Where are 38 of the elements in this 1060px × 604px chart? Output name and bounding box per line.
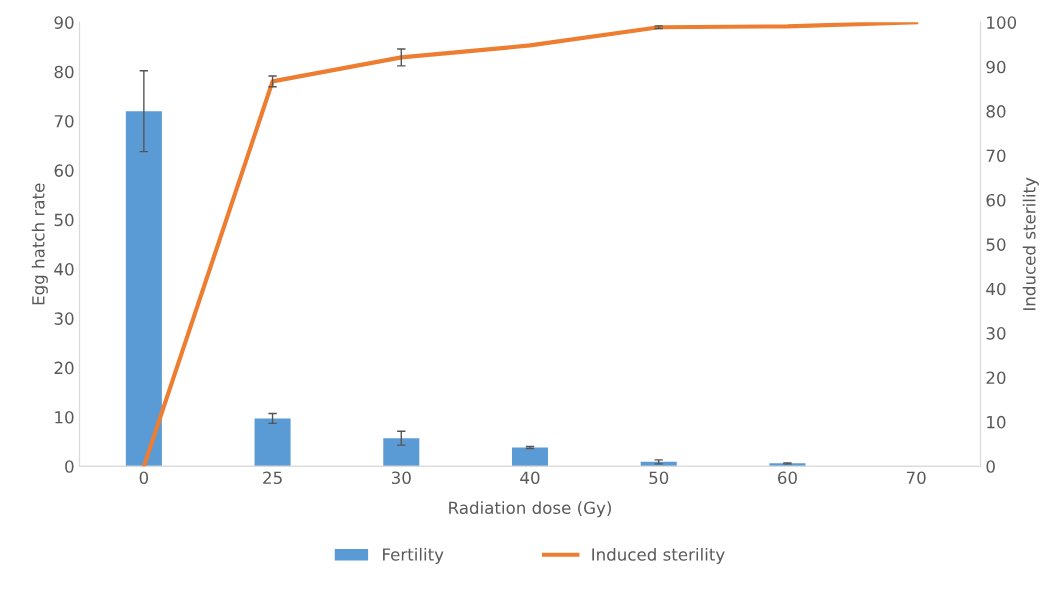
y2-tick-label: 50 xyxy=(986,238,1006,251)
y-tick-label: 40 xyxy=(54,262,74,276)
y-tick-label: 80 xyxy=(54,65,74,79)
y2-tick-label: 70 xyxy=(986,149,1006,163)
x-tick-label: 30 xyxy=(391,471,411,485)
y-tick-label: 50 xyxy=(54,213,74,227)
y-tick-label: 30 xyxy=(54,312,74,325)
y-tick-label: 20 xyxy=(54,361,74,375)
bar xyxy=(511,447,549,467)
y2-tick-label: 10 xyxy=(987,415,1006,429)
y2-tick-label: 20 xyxy=(986,371,1006,385)
y2-tick-label: 90 xyxy=(986,60,1006,74)
legend-label: Induced sterility xyxy=(592,547,725,565)
y2-tick-label: 100 xyxy=(987,16,1017,29)
y2-tick-label: 0 xyxy=(986,460,995,473)
x-tick-label: 50 xyxy=(649,471,669,485)
y-tick-label: 60 xyxy=(54,164,74,177)
y-axis-title: Egg hatch rate xyxy=(31,183,48,305)
x-tick-label: 40 xyxy=(520,471,540,485)
bar xyxy=(254,418,291,467)
y2-tick-label: 40 xyxy=(986,282,1006,296)
y2-tick-label: 60 xyxy=(986,193,1006,207)
y2-tick-label: 80 xyxy=(986,105,1006,118)
x-tick-label: 70 xyxy=(906,471,926,485)
line-series xyxy=(141,22,919,467)
y2-axis-title: Induced sterility xyxy=(1022,177,1039,310)
y-tick-label: 0 xyxy=(65,460,74,473)
bar xyxy=(383,438,420,467)
bar xyxy=(125,111,162,467)
x-tick-label: 0 xyxy=(139,471,149,485)
x-tick-label: 60 xyxy=(777,471,797,485)
x-tick-label: 25 xyxy=(263,471,282,485)
y-tick-label: 90 xyxy=(54,16,74,29)
y-tick-label: 70 xyxy=(54,114,74,128)
legend-label: Fertility xyxy=(383,547,444,565)
y2-tick-label: 30 xyxy=(986,327,1006,340)
x-axis-title: Radiation dose (Gy) xyxy=(449,501,611,518)
y-tick-label: 10 xyxy=(55,410,74,424)
